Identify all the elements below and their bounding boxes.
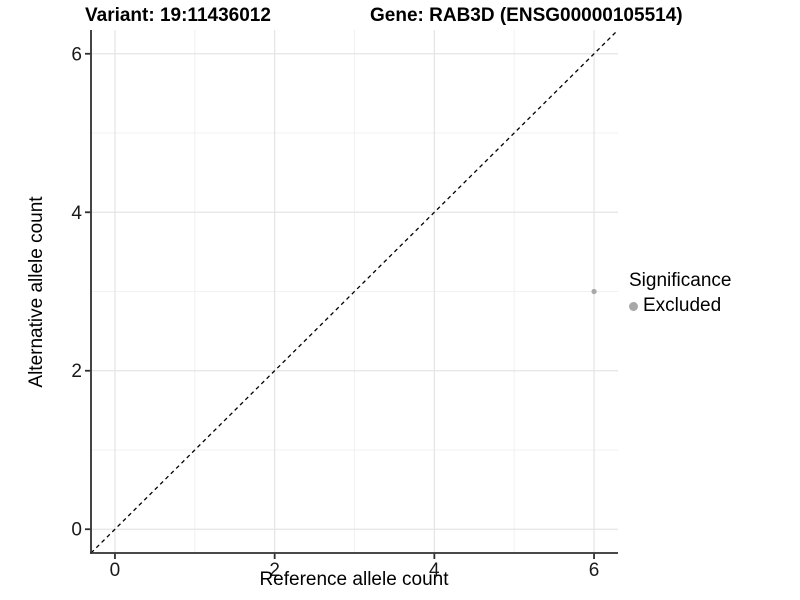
- x-tick-label: 0: [110, 560, 121, 581]
- legend-entry-excluded: Excluded: [629, 295, 731, 317]
- y-axis-title: Alternative allele count: [26, 196, 47, 388]
- variant-title: Variant: 19:11436012: [85, 5, 271, 26]
- x-tick-label: 4: [429, 560, 440, 581]
- data-point: [591, 288, 597, 295]
- y-tick-label: 2: [71, 361, 82, 382]
- legend-key-dot-icon: [629, 301, 638, 311]
- legend-entry-label: Excluded: [643, 295, 722, 316]
- y-tick-label: 0: [71, 520, 82, 541]
- gene-title: Gene: RAB3D (ENSG00000105514): [370, 5, 683, 26]
- identity-line: [90, 29, 619, 554]
- x-tick-label: 6: [589, 560, 600, 581]
- legend-title: Significance: [629, 270, 732, 291]
- y-tick-label: 4: [71, 203, 82, 224]
- x-axis-title: Reference allele count: [259, 569, 449, 590]
- legend: Significance Excluded: [629, 270, 731, 317]
- y-tick-label: 6: [71, 44, 82, 65]
- x-tick-label: 2: [269, 560, 280, 581]
